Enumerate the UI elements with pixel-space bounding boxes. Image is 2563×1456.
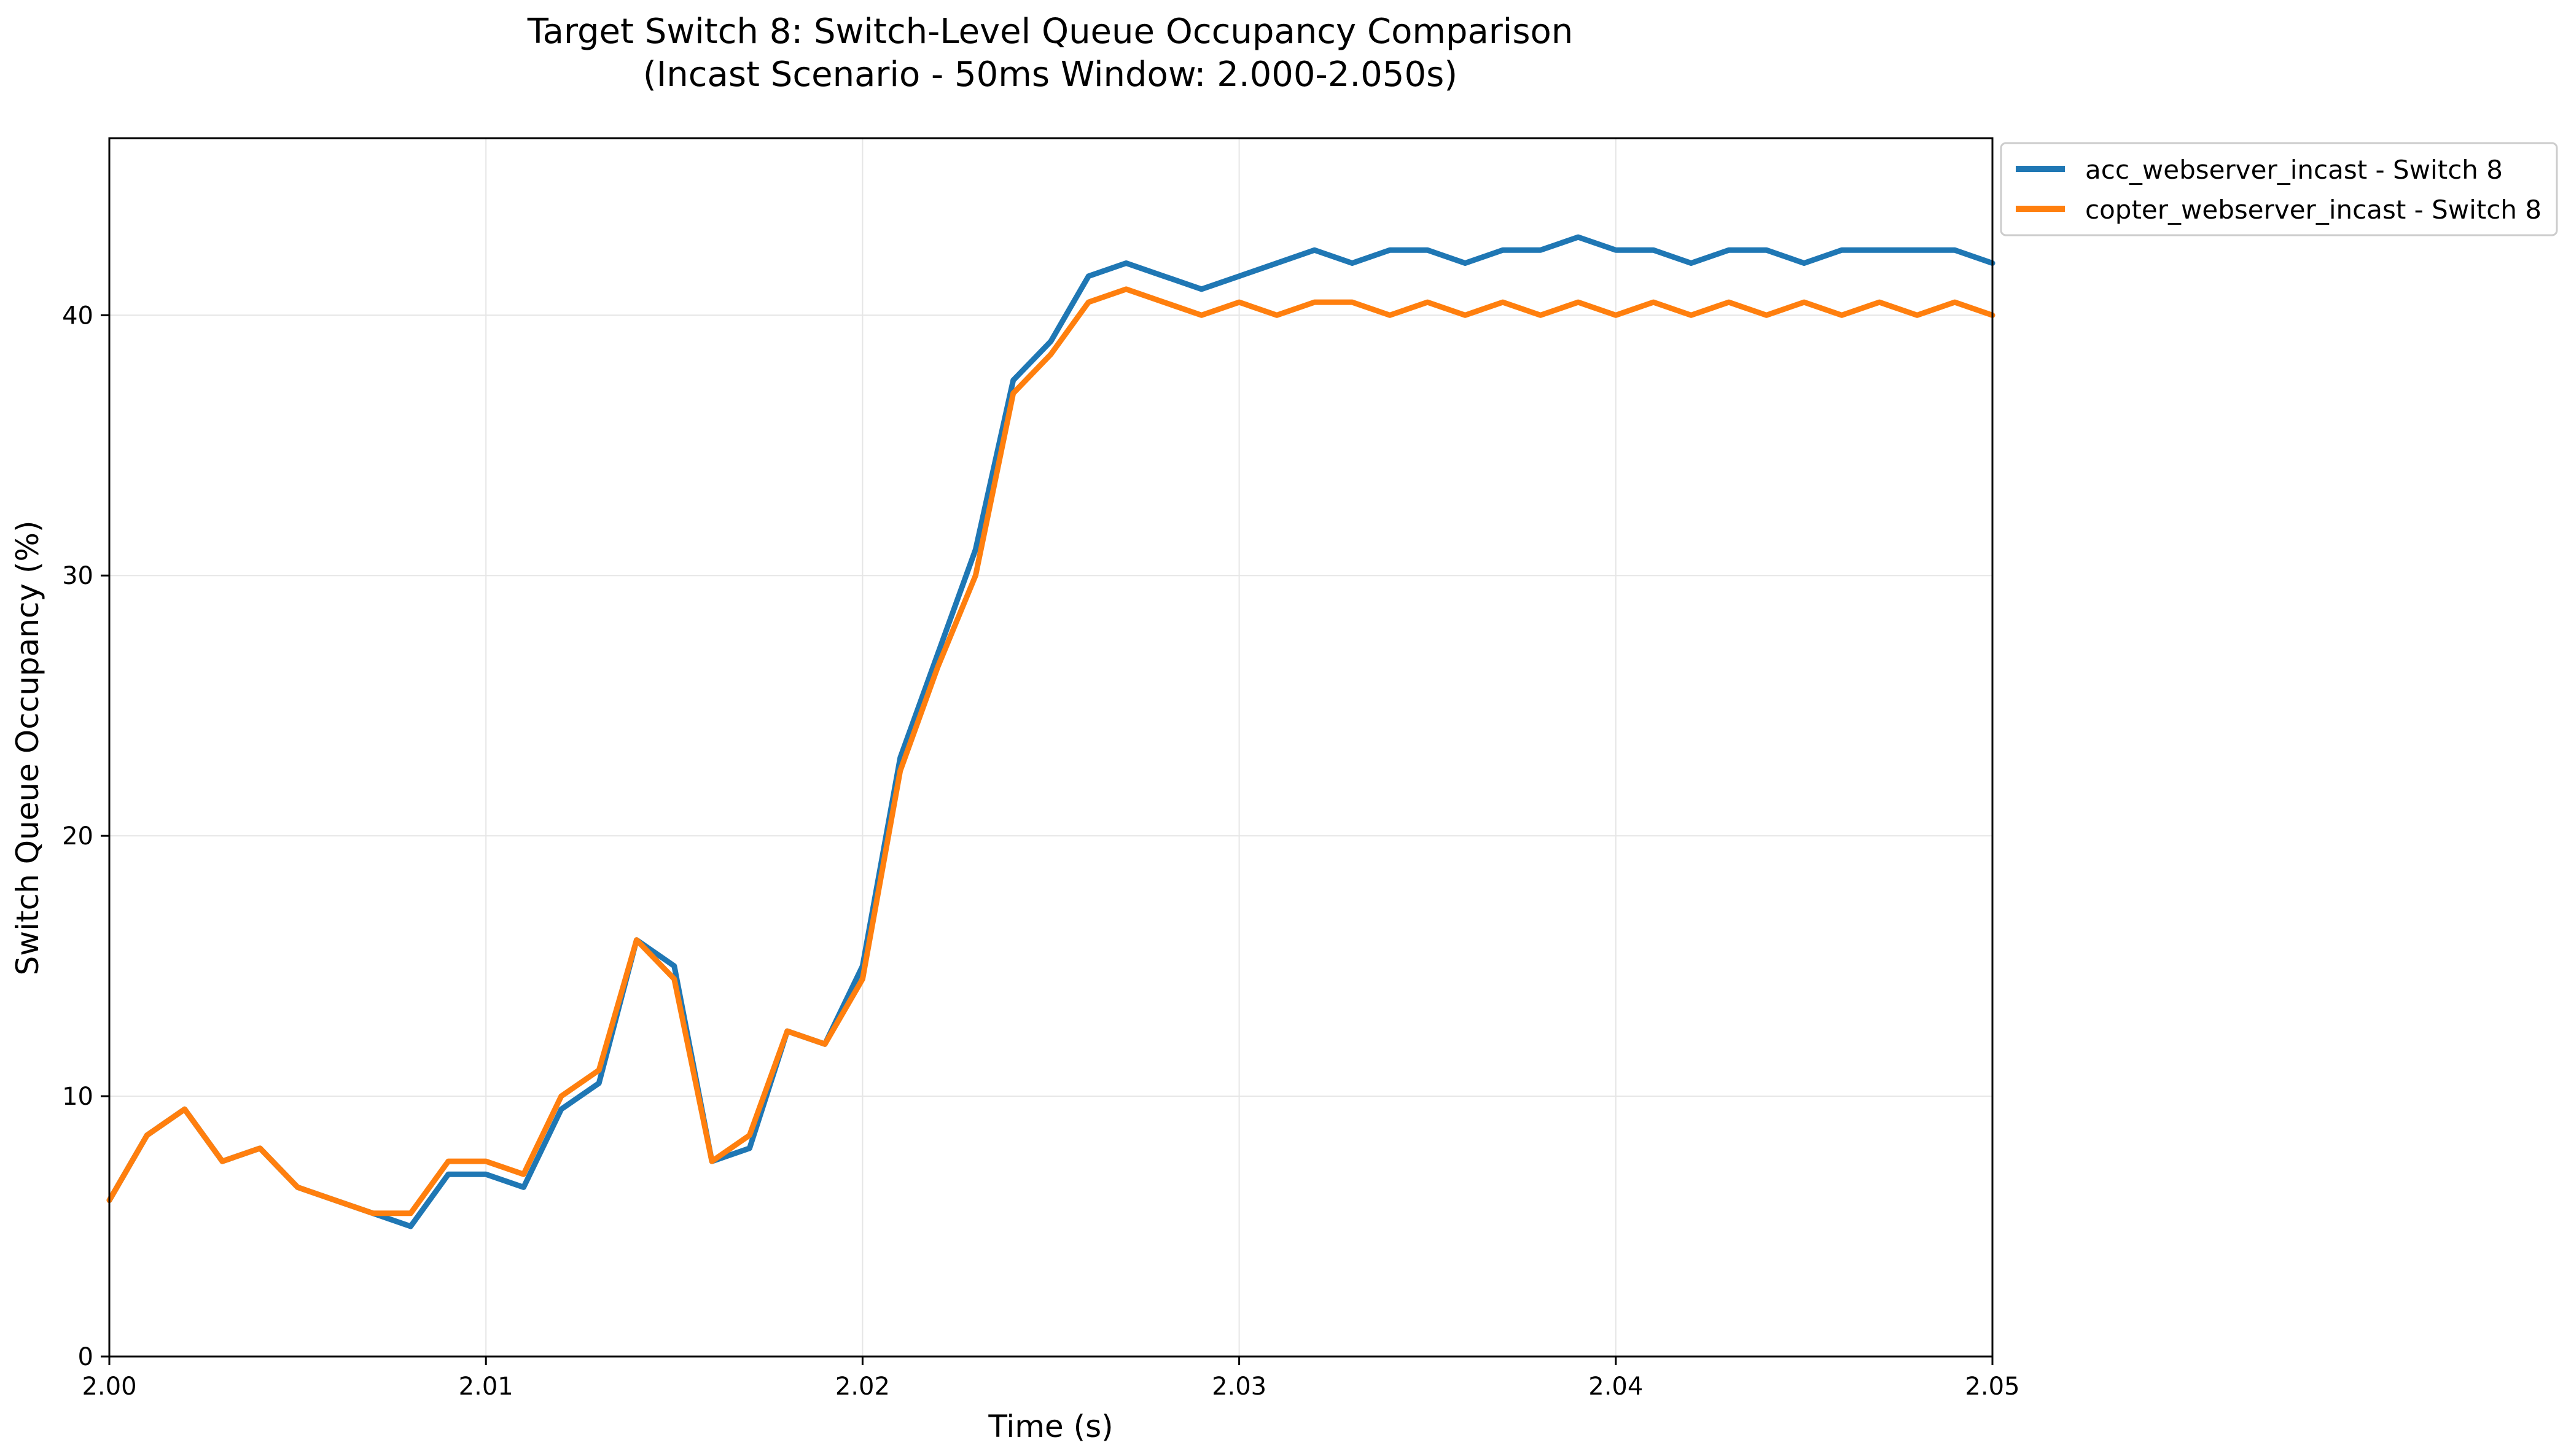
y-tick-label: 20: [62, 822, 93, 851]
y-tick-label: 40: [62, 302, 93, 330]
x-axis-label: Time (s): [988, 1409, 1113, 1444]
axis-ticks: 2.00 2.01 2.02 2.03 2.04 2.05 0 10 20 30 40: [62, 302, 2019, 1401]
x-tick-label: 2.04: [1588, 1372, 1643, 1401]
plot-area-frame: [108, 137, 1994, 1358]
legend-box: [2000, 142, 2558, 236]
chart-title: Target Switch 8: Switch-Level Queue Occu…: [527, 12, 1574, 52]
x-tick-label: 2.05: [1965, 1372, 2019, 1401]
y-tick-label: 0: [78, 1343, 93, 1371]
series-line-1: [106, 286, 1995, 1217]
chart-subtitle: (Incast Scenario - 50ms Window: 2.000-2.…: [643, 55, 1457, 95]
x-tick-label: 2.02: [835, 1372, 890, 1401]
y-axis-label: Switch Queue Occupancy (%): [10, 521, 45, 976]
legend: acc_webserver_incast - Switch 8 copter_w…: [2000, 142, 2558, 236]
series-lines: [106, 234, 1995, 1229]
y-tick-label: 30: [62, 562, 93, 590]
y-tick-label: 10: [62, 1083, 93, 1111]
x-tick-label: 2.03: [1212, 1372, 1266, 1401]
series-line-0: [106, 234, 1995, 1229]
gridlines: [109, 138, 1993, 1357]
legend-label-acc: acc_webserver_incast - Switch 8: [2085, 155, 2503, 185]
x-tick-label: 2.00: [82, 1372, 136, 1401]
x-tick-label: 2.01: [459, 1372, 513, 1401]
legend-label-copter: copter_webserver_incast - Switch 8: [2085, 195, 2542, 225]
